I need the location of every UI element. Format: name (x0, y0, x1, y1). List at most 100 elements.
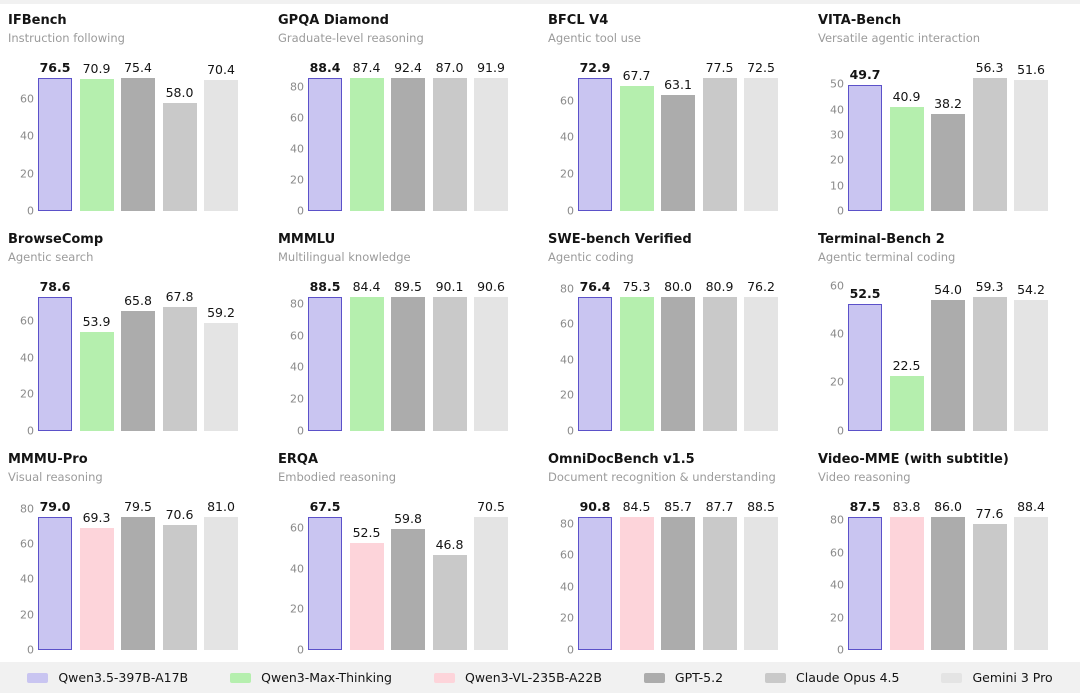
benchmark-chart-mmmu-pro: MMMU-Pro Visual reasoning 0 20 40 60 80 79.0… (0, 443, 270, 662)
bar-column-qwen3-5-397b-a17b: 79.0 (38, 499, 72, 650)
chart-plot-area: 0 20 40 60 72.9 67.7 63.1 77.5 72.5 (548, 60, 800, 217)
bar (38, 78, 72, 212)
bar-column-qwen3-vl-235b-a22b: 83.8 (889, 499, 924, 650)
chart-title: GPQA Diamond (278, 13, 389, 28)
bar-column-gemini-3-pro: 91.9 (474, 60, 508, 212)
bar (889, 516, 924, 650)
benchmark-chart-browsecomp: BrowseComp Agentic search 0 20 40 60 78.6 53… (0, 223, 270, 442)
bar (432, 554, 467, 650)
y-tick-label: 0 (27, 643, 34, 657)
bar-value-label: 46.8 (435, 536, 464, 552)
bar (744, 297, 778, 431)
chart-title: IFBench (8, 13, 67, 28)
chart-title: BFCL V4 (548, 13, 609, 28)
bar-column-claude-opus-4-5: 58.0 (162, 61, 197, 212)
bar-value-label: 86.0 (934, 498, 962, 514)
bar (432, 297, 467, 431)
bar (79, 527, 114, 650)
legend-label: GPT-5.2 (674, 670, 724, 685)
bar-column-claude-opus-4-5: 87.7 (702, 499, 737, 650)
legend-swatch-icon (27, 672, 49, 683)
y-tick-label: 0 (297, 643, 304, 657)
bar-value-label: 75.3 (622, 279, 651, 295)
bar (474, 78, 508, 212)
legend-swatch-icon (765, 672, 787, 683)
bar-column-qwen3-5-397b-a17b: 90.8 (578, 499, 612, 650)
bar-value-label: 38.2 (934, 96, 962, 112)
y-tick-label: 40 (20, 129, 34, 143)
bar-value-label: 80.0 (664, 279, 692, 295)
bar-value-label: 91.9 (477, 60, 505, 75)
bar-value-label: 70.6 (165, 507, 194, 523)
bar (204, 516, 238, 650)
bar (391, 528, 425, 650)
bar-value-label: 72.9 (579, 60, 611, 75)
bar-value-label: 59.8 (394, 510, 422, 526)
benchmark-chart-video-mme-with-subtitle: Video-MME (with subtitle) Video reasonin… (810, 443, 1080, 662)
bar-group: 49.7 40.9 38.2 56.3 51.6 (848, 61, 1048, 212)
bar-value-label: 84.4 (352, 279, 381, 295)
bar-value-label: 89.5 (394, 279, 422, 295)
chart-plot-area: 0 10 20 30 40 50 49.7 40.9 38.2 56.3 51.6 (818, 61, 1070, 217)
legend-label: Qwen3-VL-235B-A22B (465, 670, 602, 685)
bar (889, 107, 924, 212)
y-tick-label: 20 (560, 167, 574, 181)
bar-value-label: 88.4 (309, 60, 341, 75)
y-tick-label: 80 (830, 513, 844, 527)
chart-subtitle: Agentic terminal coding (818, 250, 956, 265)
chart-subtitle: Graduate-level reasoning (278, 31, 424, 45)
bar-value-label: 70.5 (477, 498, 505, 514)
y-axis-ticks: 0 20 40 60 (548, 61, 574, 217)
bar-column-gpt-5-2: 89.5 (391, 279, 425, 431)
bar (162, 102, 197, 212)
bar (391, 78, 425, 212)
bar (619, 297, 654, 431)
bar-column-gemini-3-pro: 59.2 (204, 280, 238, 431)
bar-value-label: 84.5 (622, 498, 651, 514)
bar-group: 52.5 22.5 54.0 59.3 54.2 (848, 280, 1048, 431)
bar-group: 72.9 67.7 63.1 77.5 72.5 (578, 60, 778, 212)
bar-value-label: 52.5 (352, 525, 381, 541)
bar (578, 297, 612, 431)
y-tick-label: 0 (837, 643, 844, 657)
y-tick-label: 20 (20, 167, 34, 181)
bar (848, 84, 882, 212)
bar-column-qwen3-max-thinking: 75.3 (619, 279, 654, 431)
chart-title: MMMLU (278, 232, 336, 248)
bar (848, 516, 882, 650)
bar-value-label: 92.4 (394, 60, 422, 75)
bar-group: 67.5 52.5 59.8 46.8 70.5 (308, 498, 508, 650)
y-tick-label: 40 (560, 353, 574, 367)
bar (121, 310, 155, 431)
bar (848, 303, 882, 431)
bar-value-label: 81.0 (207, 498, 235, 514)
bar-column-qwen3-5-397b-a17b: 88.5 (308, 280, 342, 431)
bar-value-label: 72.5 (747, 60, 775, 75)
chart-plot-area: 0 20 40 60 78.6 53.9 65.8 67.8 59.2 (8, 280, 260, 436)
legend-item-qwen3-vl-235b-a22b: Qwen3-VL-235B-A22B (434, 670, 602, 685)
bar-column-gemini-3-pro: 72.5 (744, 60, 778, 212)
chart-subtitle: Video reasoning (818, 469, 911, 484)
y-tick-label: 50 (830, 77, 844, 91)
bar-value-label: 76.4 (579, 279, 611, 295)
bar (619, 86, 654, 212)
y-tick-label: 60 (290, 329, 304, 343)
legend-label: Qwen3.5-397B-A17B (58, 670, 189, 685)
bar-column-qwen3-5-397b-a17b: 78.6 (38, 280, 72, 431)
chart-title: OmniDocBench v1.5 (548, 451, 695, 467)
y-tick-label: 10 (830, 179, 844, 193)
y-axis-ticks: 0 20 40 60 (818, 280, 844, 436)
chart-plot-area: 0 20 40 60 80 88.5 84.4 89.5 90.1 90.6 (278, 279, 530, 436)
chart-legend: Qwen3.5-397B-A17B Qwen3-Max-Thinking Qwen3… (0, 662, 1080, 693)
benchmark-chart-mmmlu: MMMLU Multilingual knowledge 0 20 40 60 80 8… (270, 223, 540, 442)
bar-value-label: 79.5 (124, 498, 152, 514)
y-tick-label: 80 (290, 80, 304, 94)
bar (121, 516, 155, 650)
bar-group: 87.5 83.8 86.0 77.6 88.4 (848, 498, 1048, 650)
bar-value-label: 90.1 (435, 279, 464, 295)
bar-value-label: 87.4 (352, 60, 381, 75)
top-strip (0, 0, 1080, 4)
legend-item-gemini-3-pro: Gemini 3 Pro (941, 670, 1053, 685)
y-axis-ticks: 0 20 40 60 80 (818, 500, 844, 656)
y-tick-label: 60 (560, 94, 574, 108)
